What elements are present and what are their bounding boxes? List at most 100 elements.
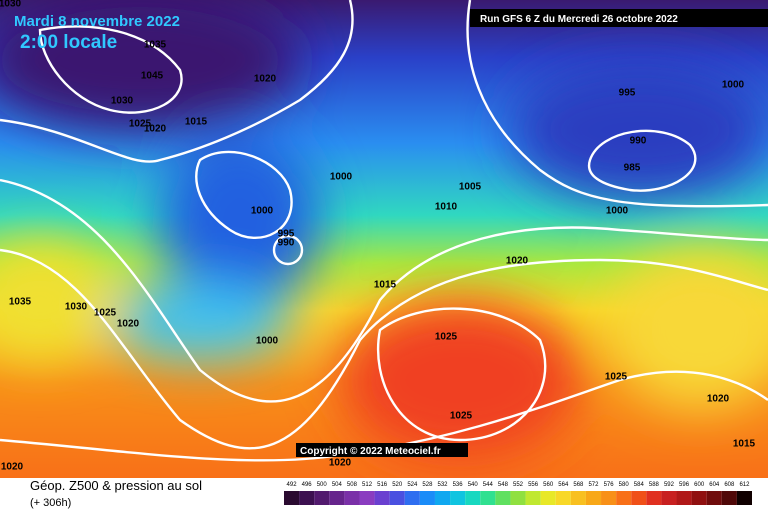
legend-swatch xyxy=(676,491,692,505)
isobar-label: 985 xyxy=(624,163,641,174)
legend-swatch xyxy=(359,491,375,505)
isobar-label: 1000 xyxy=(606,206,629,217)
isobar-label: 990 xyxy=(630,136,647,147)
legend-label: 532 xyxy=(438,482,449,488)
legend-label: 492 xyxy=(287,482,298,488)
legend-label: 612 xyxy=(739,482,750,488)
legend-swatch xyxy=(631,491,647,505)
legend-label: 560 xyxy=(543,482,554,488)
legend-label: 564 xyxy=(558,482,569,488)
legend-swatch xyxy=(434,491,451,505)
isobar-label: 1030 xyxy=(65,302,88,313)
legend-swatch xyxy=(419,491,435,505)
isobar-label: 1030 xyxy=(0,0,22,10)
legend-label: 608 xyxy=(724,482,735,488)
isobar-label: 1020 xyxy=(144,124,167,135)
legend-swatch xyxy=(540,491,556,505)
legend-swatch xyxy=(585,491,602,505)
run-info: Run GFS 6 Z du Mercredi 26 octobre 2022 xyxy=(480,14,678,25)
legend-label: 512 xyxy=(362,482,373,488)
legend: 492 496 500 504 508 512 516 520 524 528 532 536 540 5… xyxy=(284,482,752,505)
legend-label: 524 xyxy=(407,482,418,488)
isobar-label: 1035 xyxy=(9,297,32,308)
legend-swatch xyxy=(404,491,420,505)
isobar-label: 1000 xyxy=(722,80,745,91)
legend-label: 540 xyxy=(468,482,479,488)
copyright-banner xyxy=(296,443,468,457)
isobar-label: 995 xyxy=(278,229,295,240)
legend-label: 508 xyxy=(347,482,358,488)
legend-label: 500 xyxy=(317,482,328,488)
legend-swatch xyxy=(450,491,466,505)
legend-swatch xyxy=(525,491,541,505)
isobar-label: 1015 xyxy=(374,280,397,291)
legend-label: 504 xyxy=(332,482,343,488)
isobar-label: 1005 xyxy=(459,182,482,193)
legend-label: 576 xyxy=(604,482,615,488)
legend-label: 516 xyxy=(377,482,388,488)
isobar-label: 1045 xyxy=(141,71,164,82)
isobar-label: 1035 xyxy=(144,40,167,51)
isobar-label: 1015 xyxy=(733,439,756,450)
isobar-label: 1020 xyxy=(506,256,529,267)
legend-label: 548 xyxy=(498,482,509,488)
isobar-label: 1025 xyxy=(129,119,152,130)
legend-swatch xyxy=(284,491,300,505)
isobar-label: 1000 xyxy=(330,172,353,183)
legend-label: 580 xyxy=(619,482,630,488)
legend-label: 592 xyxy=(664,482,675,488)
legend-swatch xyxy=(389,491,405,505)
isobar-label: 1015 xyxy=(185,117,208,128)
isobar-label: 1000 xyxy=(251,206,274,217)
isobar-label: 1020 xyxy=(1,462,24,473)
legend-label: 604 xyxy=(709,482,720,488)
legend-swatch xyxy=(374,491,390,505)
legend-label: 536 xyxy=(453,482,464,488)
legend-swatch xyxy=(691,491,707,505)
isobar-label: 1025 xyxy=(94,308,117,319)
legend-swatch xyxy=(706,491,722,505)
legend-swatch xyxy=(736,491,752,505)
legend-label: 588 xyxy=(649,482,660,488)
legend-swatch xyxy=(495,491,511,505)
legend-label: 528 xyxy=(422,482,433,488)
legend-swatch xyxy=(344,491,360,505)
isobar-label: 1000 xyxy=(256,336,279,347)
legend-label: 596 xyxy=(679,482,690,488)
legend-swatch xyxy=(314,491,330,505)
legend-label: 544 xyxy=(483,482,494,488)
legend-label: 496 xyxy=(302,482,313,488)
legend-swatch xyxy=(601,491,617,505)
legend-swatch xyxy=(721,491,737,505)
isobar-label: 1025 xyxy=(450,411,473,422)
legend-label: 568 xyxy=(573,482,584,488)
isobar-label: 1025 xyxy=(605,372,628,383)
legend-swatch xyxy=(646,491,662,505)
isobar-label: 995 xyxy=(619,88,636,99)
isobar-label: 1020 xyxy=(254,74,277,85)
legend-label: 552 xyxy=(513,482,524,488)
legend-label: 572 xyxy=(588,482,599,488)
legend-label: 584 xyxy=(634,482,645,488)
legend-label: 600 xyxy=(694,482,705,488)
isobar-label: 1010 xyxy=(435,202,458,213)
run-banner xyxy=(470,9,768,27)
map-field xyxy=(0,0,768,478)
isobar-label: 1025 xyxy=(435,332,458,343)
valid-date: Mardi 8 novembre 2022 xyxy=(14,13,180,30)
legend-swatch xyxy=(661,491,677,505)
legend-label: 520 xyxy=(392,482,403,488)
legend-swatch xyxy=(616,491,632,505)
legend-label: 556 xyxy=(528,482,539,488)
footer-lead: (+ 306h) xyxy=(30,497,71,509)
isobar-label: 1030 xyxy=(111,96,134,107)
legend-swatch xyxy=(570,491,586,505)
legend-swatch xyxy=(465,491,481,505)
legend-swatch xyxy=(480,491,496,505)
isobar-label: 990 xyxy=(278,238,295,249)
isobar-label: 1020 xyxy=(707,394,730,405)
legend-swatch xyxy=(555,491,571,505)
valid-time: 2:00 locale xyxy=(20,32,117,53)
isobar-label: 1020 xyxy=(329,458,352,469)
